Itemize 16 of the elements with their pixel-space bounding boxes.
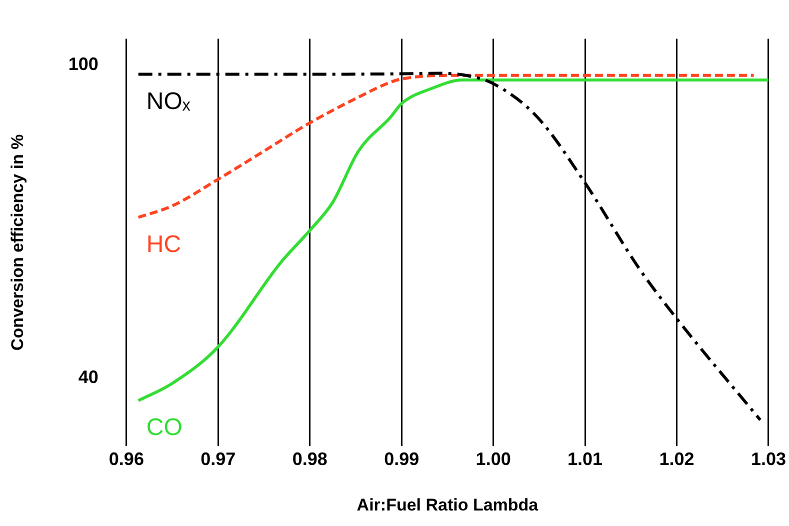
series-label: HC <box>146 230 182 258</box>
series-label: NOₓ <box>146 88 190 115</box>
x-tick-label: 0.96 <box>108 448 144 469</box>
x-tick-label: 0.99 <box>384 448 420 469</box>
line-series <box>136 74 756 219</box>
x-tick-label: 1.03 <box>750 448 786 469</box>
y-axis-title: Conversion efficiency in % <box>8 134 27 351</box>
x-tick-label: 1.01 <box>568 448 603 469</box>
x-axis-title: Air:Fuel Ratio Lambda <box>356 495 539 514</box>
series-label: CO <box>146 414 182 442</box>
y-tick-label: 40 <box>78 367 98 388</box>
x-tick-label: 1.00 <box>476 448 511 469</box>
x-tick-label: 0.97 <box>200 448 236 469</box>
x-tick-label: 1.02 <box>659 448 694 469</box>
x-tick-label: 0.98 <box>292 448 328 469</box>
y-tick-label: 100 <box>68 54 98 74</box>
